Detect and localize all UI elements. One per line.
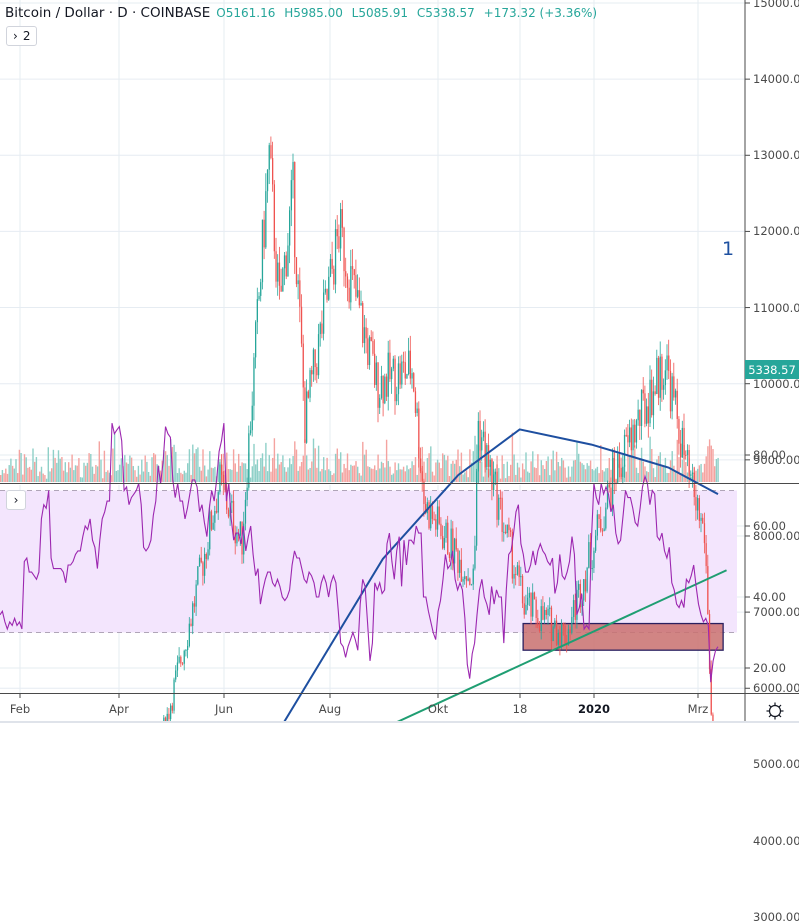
- rsi-tick-label: 80.00: [753, 448, 786, 462]
- time-tick-label: Feb: [9, 702, 31, 716]
- chart-canvas[interactable]: [0, 0, 799, 723]
- price-tick-label: 5000.00: [753, 757, 799, 772]
- time-tick-label: Mrz: [687, 702, 709, 716]
- settings-gear-icon[interactable]: [765, 701, 785, 721]
- ma-label: 1: [722, 238, 735, 260]
- chevron-right-icon: ›: [13, 29, 18, 43]
- time-tick-label: Apr: [109, 702, 129, 716]
- price-tick-label: 12000.00: [753, 224, 799, 239]
- time-tick-label: Aug: [318, 702, 342, 716]
- close-value: C5338.57: [416, 6, 475, 20]
- price-tick-label: 3000.00: [753, 909, 799, 924]
- indicator-lines: [282, 428, 727, 723]
- volume-bars: [0, 432, 719, 482]
- chevron-right-icon: ›: [13, 493, 19, 507]
- ohlc-values: O5161.16 H5985.00 L5085.91 C5338.57 +173…: [216, 6, 602, 20]
- rsi-tick-label: 40.00: [753, 590, 786, 604]
- time-tick-label: 18: [512, 702, 528, 716]
- price-tick-label: 7000.00: [753, 605, 799, 620]
- rsi-pane-toggle-button[interactable]: ›: [6, 490, 26, 510]
- price-tick-label: 9000.00: [753, 452, 799, 467]
- time-tick-label: Okt: [427, 702, 449, 716]
- open-value: O5161.16: [216, 6, 276, 20]
- price-tick-label: 14000.00: [753, 72, 799, 87]
- time-tick-label: 2020: [577, 702, 611, 716]
- price-tick-label: 10000.00: [753, 376, 799, 391]
- low-value: L5085.91: [351, 6, 408, 20]
- indicators-toggle-button[interactable]: › 2: [6, 26, 38, 46]
- rsi-tick-label: 60.00: [753, 519, 786, 533]
- high-value: H5985.00: [284, 6, 343, 20]
- price-zones: [522, 622, 724, 651]
- rsi-band: [0, 490, 737, 633]
- price-tick-label: 4000.00: [753, 833, 799, 848]
- symbol-title: Bitcoin / Dollar · D · COINBASE: [5, 5, 211, 21]
- symbol-legend: Bitcoin / Dollar · D · COINBASE O5161.16…: [5, 5, 602, 21]
- indicator-count: 2: [22, 29, 31, 43]
- price-tick-label: 15000.00: [753, 0, 799, 10]
- last-price-tag: 5338.57: [745, 360, 799, 379]
- price-tick-label: 8000.00: [753, 528, 799, 543]
- rsi-tick-label: 20.00: [753, 661, 786, 675]
- rsi-line: [0, 422, 719, 683]
- price-tick-label: 6000.00: [753, 681, 799, 696]
- price-tick-label: 13000.00: [753, 148, 799, 163]
- change-value: +173.32 (+3.36%): [483, 6, 598, 20]
- price-tick-label: 11000.00: [753, 300, 799, 315]
- time-tick-label: Jun: [215, 702, 233, 716]
